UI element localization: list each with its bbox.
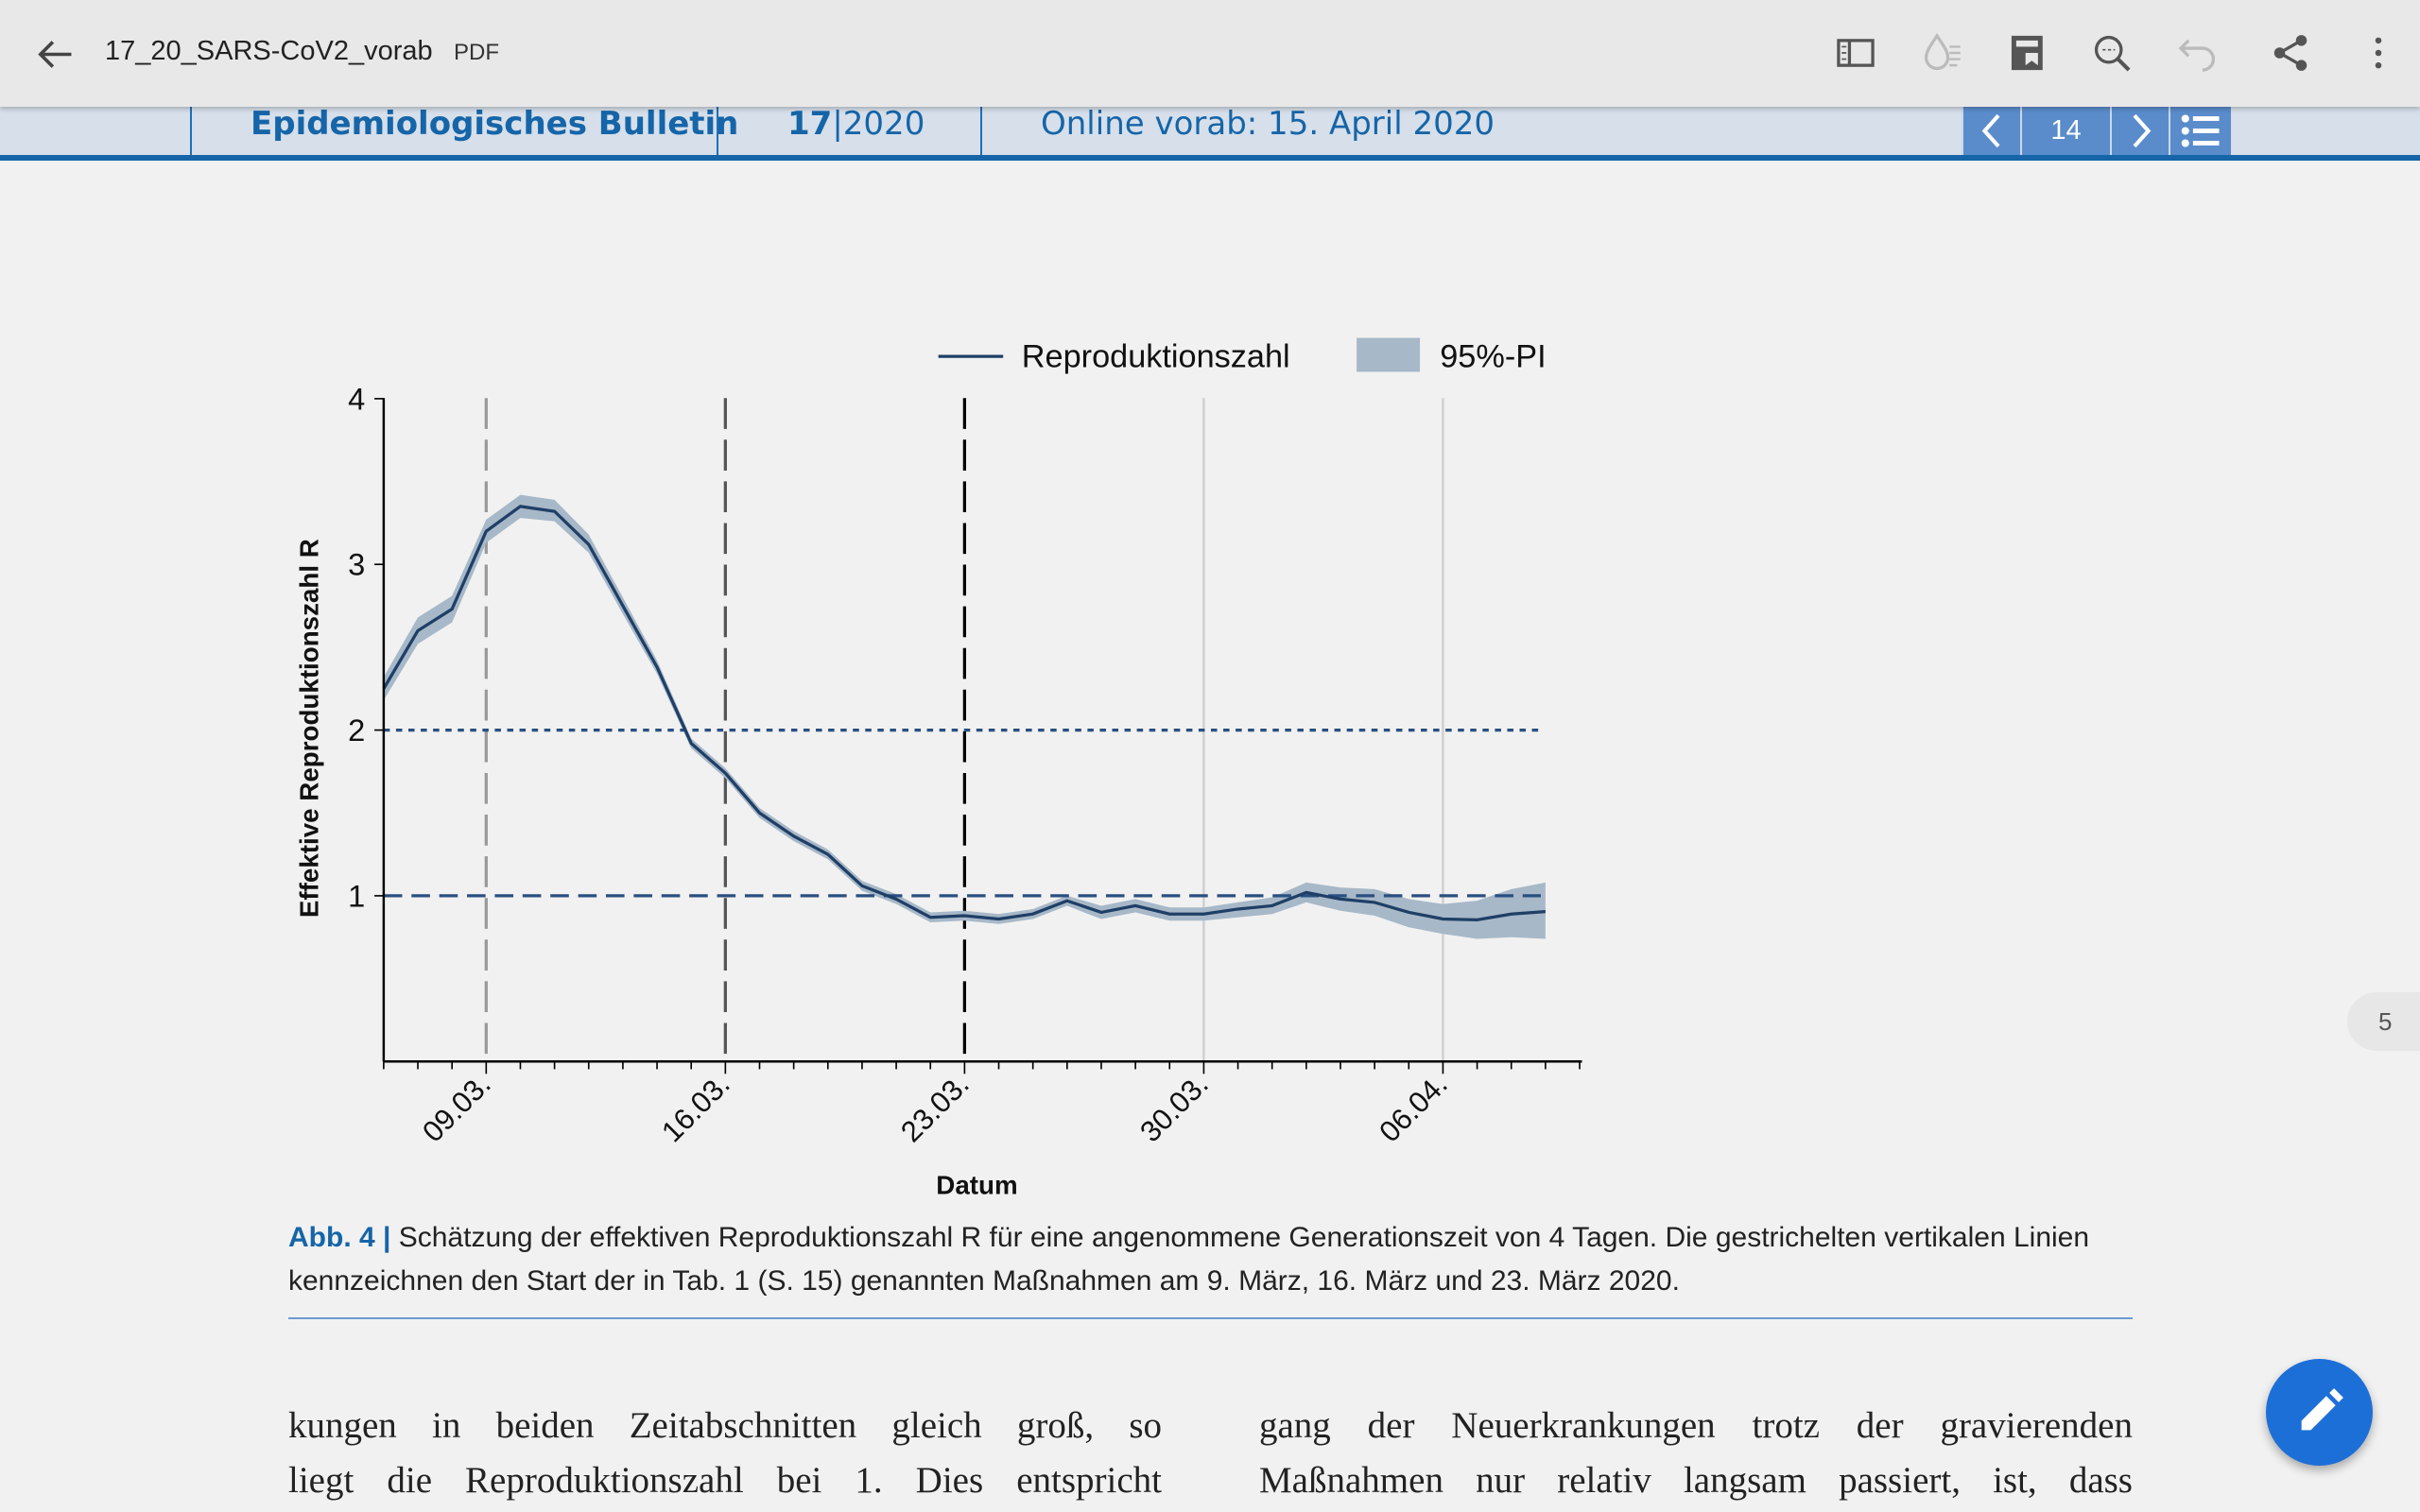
text-line: kungen in beiden Zeitabschnitten gleich … (288, 1405, 1162, 1446)
contents-button[interactable] (2169, 107, 2231, 155)
caption-text: Schätzung der effektiven Reproduktionsza… (288, 1222, 2090, 1297)
document-title: 17_20_SARS-CoV2_vorab (105, 36, 433, 66)
online-date: Online vorab: 15. April 2020 (1041, 105, 1495, 143)
legend-band-swatch (1357, 337, 1421, 372)
list-icon (2181, 114, 2220, 147)
share-icon[interactable] (2269, 31, 2312, 75)
r-line (382, 505, 1546, 921)
y-tick-label: 3 (348, 547, 365, 582)
toolbar: 17_20_SARS-CoV2_vorab PDF (0, 0, 2420, 107)
legend-label: Reproduktionszahl (1022, 339, 1290, 375)
divider (288, 1317, 2133, 1319)
chevron-left-icon (1981, 113, 2000, 148)
journal-name: Epidemiologisches Bulletin (251, 105, 739, 143)
ink-drop-icon (1924, 32, 1961, 70)
page-indicator: 5 (2347, 992, 2420, 1051)
x-tick-label: 06.04. (1373, 1068, 1454, 1149)
figure-caption: Abb. 4 | Schätzung der effektiven Reprod… (288, 1216, 2141, 1303)
text-line: Maßnahmen nur relativ langsam passiert, … (1259, 1460, 2133, 1501)
body-column-right: gang der Neuerkrankungen trotz der gravi… (1259, 1399, 2133, 1508)
text-line: gang der Neuerkrankungen trotz der gravi… (1259, 1405, 2133, 1446)
x-tick-label: 09.03. (416, 1068, 497, 1149)
undo-icon (2178, 39, 2215, 72)
pencil-icon (2301, 1388, 2343, 1431)
x-tick-label: 23.03. (894, 1068, 976, 1149)
y-tick-label: 2 (348, 713, 365, 747)
search-icon[interactable] (2090, 31, 2134, 75)
file-type: PDF (454, 40, 499, 65)
page-number[interactable]: 14 (2020, 107, 2110, 155)
y-tick-label: 1 (348, 878, 365, 913)
x-tick-label: 30.03. (1133, 1068, 1215, 1149)
edit-button[interactable] (2266, 1359, 2373, 1466)
legend-label: 95%-PI (1440, 339, 1546, 375)
issue-number: 17|2020 (787, 105, 925, 143)
y-tick-label: 4 (348, 381, 365, 416)
sidebar-icon[interactable] (1834, 31, 1877, 75)
body-column-left: kungen in beiden Zeitabschnitten gleich … (288, 1399, 1162, 1508)
x-axis-label: Datum (936, 1171, 1017, 1200)
y-axis-label: Effektive Reproduktionszahl R (294, 539, 323, 918)
more-icon[interactable] (2357, 31, 2400, 75)
prev-page-button[interactable] (1962, 107, 2020, 155)
back-arrow-icon[interactable] (31, 31, 78, 77)
next-page-button[interactable] (2110, 107, 2169, 155)
chevron-right-icon (2132, 113, 2151, 148)
x-tick-label: 16.03. (655, 1068, 736, 1149)
figure-label: Abb. 4 | (288, 1222, 391, 1253)
save-icon[interactable] (2007, 31, 2050, 75)
text-line: liegt die Reproduktionszahl bei 1. Dies … (288, 1460, 1162, 1501)
